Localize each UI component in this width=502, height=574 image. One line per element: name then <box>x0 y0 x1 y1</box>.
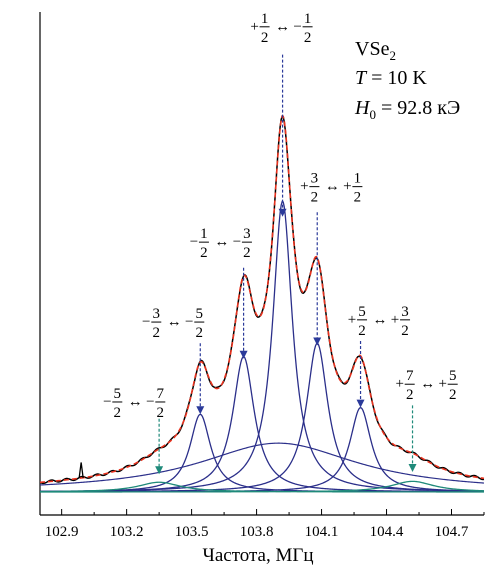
svg-text:+: + <box>300 179 308 195</box>
svg-text:1: 1 <box>200 226 208 242</box>
svg-text:2: 2 <box>114 405 122 421</box>
transition-label-t2: −12↔ −32 <box>190 226 252 261</box>
component-curve <box>40 480 485 493</box>
transition-label-t5: +52↔ +32 <box>348 304 411 339</box>
transition-arrowhead-t4 <box>196 406 205 415</box>
x-tick-label: 102.9 <box>45 524 79 540</box>
svg-text:+: + <box>250 19 258 35</box>
svg-text:2: 2 <box>200 245 208 261</box>
svg-text:7: 7 <box>406 368 414 384</box>
x-tick-label: 103.8 <box>240 524 274 540</box>
svg-text:↔: ↔ <box>275 19 290 35</box>
x-tick-label: 104.4 <box>370 524 404 540</box>
temperature-value: = 10 K <box>366 67 427 89</box>
transition-label-t1: +12↔ −12 <box>250 11 313 46</box>
component-curve <box>40 355 485 493</box>
field-value: = 92.8 кЭ <box>376 97 460 119</box>
svg-text:2: 2 <box>157 405 165 421</box>
svg-text:5: 5 <box>114 386 122 402</box>
svg-text:+: + <box>395 376 403 392</box>
svg-text:1: 1 <box>261 11 269 27</box>
fit-spectrum <box>39 115 485 484</box>
transition-labels: +12↔ −12− 12↔ −32+ 32↔ +12− 32↔ −52+ 52↔ +32− 52↔ −… <box>103 11 458 421</box>
svg-text:−: − <box>233 234 241 250</box>
svg-text:5: 5 <box>196 306 204 322</box>
svg-text:3: 3 <box>311 171 319 187</box>
transition-arrowhead-t1 <box>278 208 287 217</box>
svg-text:2: 2 <box>406 387 414 403</box>
svg-text:−: − <box>293 19 301 35</box>
svg-text:2: 2 <box>311 190 319 206</box>
svg-text:+: + <box>348 312 356 328</box>
x-axis: 102.9 103.2 103.5 103.8 104.1 104.4 104.7 <box>45 509 485 540</box>
sample-formula-subscript: 2 <box>389 48 396 63</box>
svg-text:2: 2 <box>401 323 409 339</box>
svg-text:T = 10 K: T = 10 K <box>355 67 427 89</box>
plot-area <box>39 12 485 516</box>
svg-text:1: 1 <box>304 11 312 27</box>
svg-text:+: + <box>391 312 399 328</box>
transition-label-t3: +32↔ +12 <box>300 171 363 206</box>
transition-arrowhead-t5 <box>356 399 365 408</box>
svg-text:H0 = 92.8 кЭ: H0 = 92.8 кЭ <box>354 97 460 122</box>
svg-text:↔: ↔ <box>214 234 229 250</box>
svg-text:5: 5 <box>449 368 457 384</box>
svg-text:↔: ↔ <box>325 179 340 195</box>
transition-arrowhead-t3 <box>313 337 322 346</box>
svg-text:7: 7 <box>157 386 165 402</box>
transition-arrowhead-t6 <box>155 466 164 475</box>
svg-text:3: 3 <box>153 306 161 322</box>
transition-arrowhead-t2 <box>239 350 248 359</box>
x-tick-label: 103.5 <box>175 524 209 540</box>
svg-text:↔: ↔ <box>373 312 388 328</box>
transition-label-t7: +72↔ +52 <box>395 368 458 403</box>
svg-text:2: 2 <box>304 30 312 46</box>
svg-text:↔: ↔ <box>420 376 435 392</box>
svg-text:2: 2 <box>261 30 269 46</box>
svg-text:3: 3 <box>243 226 251 242</box>
x-axis-title: Частота, МГц <box>202 545 313 566</box>
svg-text:3: 3 <box>401 304 409 320</box>
transition-arrowhead-t7 <box>408 464 417 473</box>
svg-text:−: − <box>103 394 111 410</box>
svg-text:2: 2 <box>354 190 362 206</box>
x-tick-label: 104.1 <box>305 524 339 540</box>
svg-text:−: − <box>142 314 150 330</box>
experimental-spectrum <box>39 115 485 485</box>
transition-label-t4: −32↔ −52 <box>142 306 205 341</box>
x-tick-label: 103.2 <box>110 524 144 540</box>
svg-text:2: 2 <box>196 325 204 341</box>
svg-text:+: + <box>343 179 351 195</box>
spectrum-spike <box>78 462 84 479</box>
sample-info: VSe2 T = 10 K H0 = 92.8 кЭ <box>354 38 460 122</box>
svg-text:↔: ↔ <box>128 394 143 410</box>
svg-text:+: + <box>438 376 446 392</box>
svg-text:2: 2 <box>153 325 161 341</box>
svg-text:−: − <box>146 394 154 410</box>
x-tick-label: 104.7 <box>435 524 469 540</box>
transition-label-t6: −52↔ −72 <box>103 386 166 421</box>
svg-text:VSe2: VSe2 <box>355 38 396 63</box>
temperature-symbol: T <box>355 67 368 89</box>
transition-arrows <box>155 54 417 475</box>
svg-text:−: − <box>190 234 198 250</box>
sample-formula: VSe <box>355 38 390 60</box>
field-subscript: 0 <box>369 107 376 122</box>
broad-background-curve <box>39 442 485 486</box>
svg-text:2: 2 <box>358 323 366 339</box>
field-symbol: H <box>354 97 371 119</box>
svg-text:↔: ↔ <box>167 314 182 330</box>
svg-text:−: − <box>185 314 193 330</box>
svg-text:2: 2 <box>243 245 251 261</box>
svg-text:2: 2 <box>449 387 457 403</box>
svg-text:1: 1 <box>354 171 362 187</box>
svg-text:5: 5 <box>358 304 366 320</box>
